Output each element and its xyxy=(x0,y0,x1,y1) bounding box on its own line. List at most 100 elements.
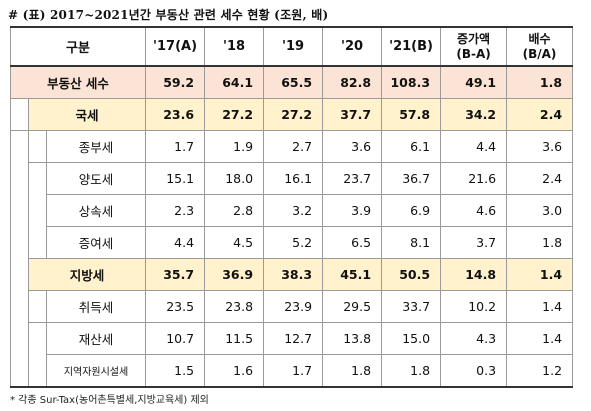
cell-value: 33.7 xyxy=(381,290,442,323)
cell-value: 59.2 xyxy=(145,65,206,99)
indent-cell xyxy=(10,226,29,259)
header-increase: 증가액 (B-A) xyxy=(440,26,508,67)
cell-increase: 4.6 xyxy=(440,194,508,227)
cell-value: 35.7 xyxy=(145,258,206,291)
cell-value: 1.8 xyxy=(381,354,442,388)
cell-value: 5.2 xyxy=(263,226,324,259)
header-increase-line2: (B-A) xyxy=(456,46,491,61)
header-year: '21(B) xyxy=(381,26,442,67)
cell-value: 82.8 xyxy=(322,65,383,99)
header-row: 구분 '17(A) '18 '19 '20 '21(B) 증가액 (B-A) 배… xyxy=(9,26,574,67)
cell-increase: 21.6 xyxy=(440,162,508,195)
indent-cell xyxy=(10,354,29,387)
table-caption: # (표) 2017~2021년간 부동산 관련 세수 현황 (조원, 배) xyxy=(8,8,329,22)
row-label: 부동산 세수 xyxy=(9,65,147,99)
table-row: 지역자원시설세 1.5 1.6 1.7 1.8 1.8 0.3 1.2 xyxy=(10,354,574,388)
indent-cell xyxy=(10,258,29,291)
table-row: 종부세 1.7 1.9 2.7 3.6 6.1 4.4 3.6 xyxy=(10,130,574,163)
indent-cell xyxy=(28,162,47,195)
header-ratio: 배수 (B/A) xyxy=(506,26,574,67)
cell-value: 36.9 xyxy=(204,258,265,291)
row-label: 취득세 xyxy=(45,290,147,323)
cell-value: 1.7 xyxy=(145,130,206,163)
cell-value: 38.3 xyxy=(263,258,324,291)
header-ratio-line1: 배수 xyxy=(528,31,551,46)
cell-value: 23.5 xyxy=(145,290,206,323)
cell-value: 36.7 xyxy=(381,162,442,195)
indent-cell xyxy=(10,194,29,227)
cell-value: 2.7 xyxy=(263,130,324,163)
cell-increase: 4.3 xyxy=(440,322,508,355)
indent-cell xyxy=(28,130,47,163)
cell-value: 108.3 xyxy=(381,65,442,99)
header-year: '20 xyxy=(322,26,383,67)
cell-value: 4.5 xyxy=(204,226,265,259)
indent-cell xyxy=(28,322,47,355)
cell-ratio: 2.4 xyxy=(506,162,574,195)
cell-value: 4.4 xyxy=(145,226,206,259)
cell-value: 45.1 xyxy=(322,258,383,291)
national-tax-row: 국세 23.6 27.2 27.2 37.7 57.8 34.2 2.4 xyxy=(10,98,574,131)
cell-value: 1.8 xyxy=(322,354,383,388)
header-year: '18 xyxy=(204,26,265,67)
cell-value: 23.9 xyxy=(263,290,324,323)
cell-value: 27.2 xyxy=(204,98,265,131)
cell-increase: 4.4 xyxy=(440,130,508,163)
cell-value: 8.1 xyxy=(381,226,442,259)
indent-cell xyxy=(10,290,29,323)
cell-value: 1.5 xyxy=(145,354,206,388)
cell-value: 23.6 xyxy=(145,98,206,131)
cell-increase: 34.2 xyxy=(440,98,508,131)
cell-value: 16.1 xyxy=(263,162,324,195)
cell-ratio: 1.8 xyxy=(506,226,574,259)
table-row: 취득세 23.5 23.8 23.9 29.5 33.7 10.2 1.4 xyxy=(10,290,574,323)
header-year: '19 xyxy=(263,26,324,67)
cell-increase: 0.3 xyxy=(440,354,508,388)
indent-cell xyxy=(10,130,29,163)
header-year: '17(A) xyxy=(145,26,206,67)
row-label: 양도세 xyxy=(45,162,147,195)
cell-value: 12.7 xyxy=(263,322,324,355)
footnote: * 각종 Sur-Tax(농어촌특별세,지방교육세) 제외 xyxy=(10,395,209,406)
cell-value: 64.1 xyxy=(204,65,265,99)
cell-value: 37.7 xyxy=(322,98,383,131)
table-row: 재산세 10.7 11.5 12.7 13.8 15.0 4.3 1.4 xyxy=(10,322,574,355)
cell-value: 27.2 xyxy=(263,98,324,131)
cell-value: 2.3 xyxy=(145,194,206,227)
indent-cell xyxy=(10,162,29,195)
cell-value: 1.9 xyxy=(204,130,265,163)
cell-ratio: 2.4 xyxy=(506,98,574,131)
cell-value: 29.5 xyxy=(322,290,383,323)
cell-ratio: 1.4 xyxy=(506,322,574,355)
cell-value: 23.8 xyxy=(204,290,265,323)
cell-value: 65.5 xyxy=(263,65,324,99)
indent-cell xyxy=(10,98,29,131)
header-increase-line1: 증가액 xyxy=(456,31,491,46)
table-row: 증여세 4.4 4.5 5.2 6.5 8.1 3.7 1.8 xyxy=(10,226,574,259)
cell-value: 13.8 xyxy=(322,322,383,355)
cell-value: 23.7 xyxy=(322,162,383,195)
cell-value: 10.7 xyxy=(145,322,206,355)
cell-value: 3.6 xyxy=(322,130,383,163)
table-row: 상속세 2.3 2.8 3.2 3.9 6.9 4.6 3.0 xyxy=(10,194,574,227)
cell-ratio: 1.8 xyxy=(506,65,574,99)
indent-cell xyxy=(10,322,29,355)
cell-increase: 3.7 xyxy=(440,226,508,259)
cell-value: 6.1 xyxy=(381,130,442,163)
cell-value: 15.0 xyxy=(381,322,442,355)
cell-ratio: 3.6 xyxy=(506,130,574,163)
cell-value: 6.9 xyxy=(381,194,442,227)
row-label: 국세 xyxy=(27,98,147,131)
row-label: 증여세 xyxy=(45,226,147,259)
cell-value: 6.5 xyxy=(322,226,383,259)
cell-value: 11.5 xyxy=(204,322,265,355)
cell-value: 18.0 xyxy=(204,162,265,195)
header-ratio-line2: (B/A) xyxy=(522,46,557,61)
cell-ratio: 1.4 xyxy=(506,290,574,323)
cell-value: 15.1 xyxy=(145,162,206,195)
cell-value: 2.8 xyxy=(204,194,265,227)
cell-value: 3.2 xyxy=(263,194,324,227)
cell-increase: 49.1 xyxy=(440,65,508,99)
cell-ratio: 3.0 xyxy=(506,194,574,227)
local-tax-row: 지방세 35.7 36.9 38.3 45.1 50.5 14.8 1.4 xyxy=(10,258,574,291)
